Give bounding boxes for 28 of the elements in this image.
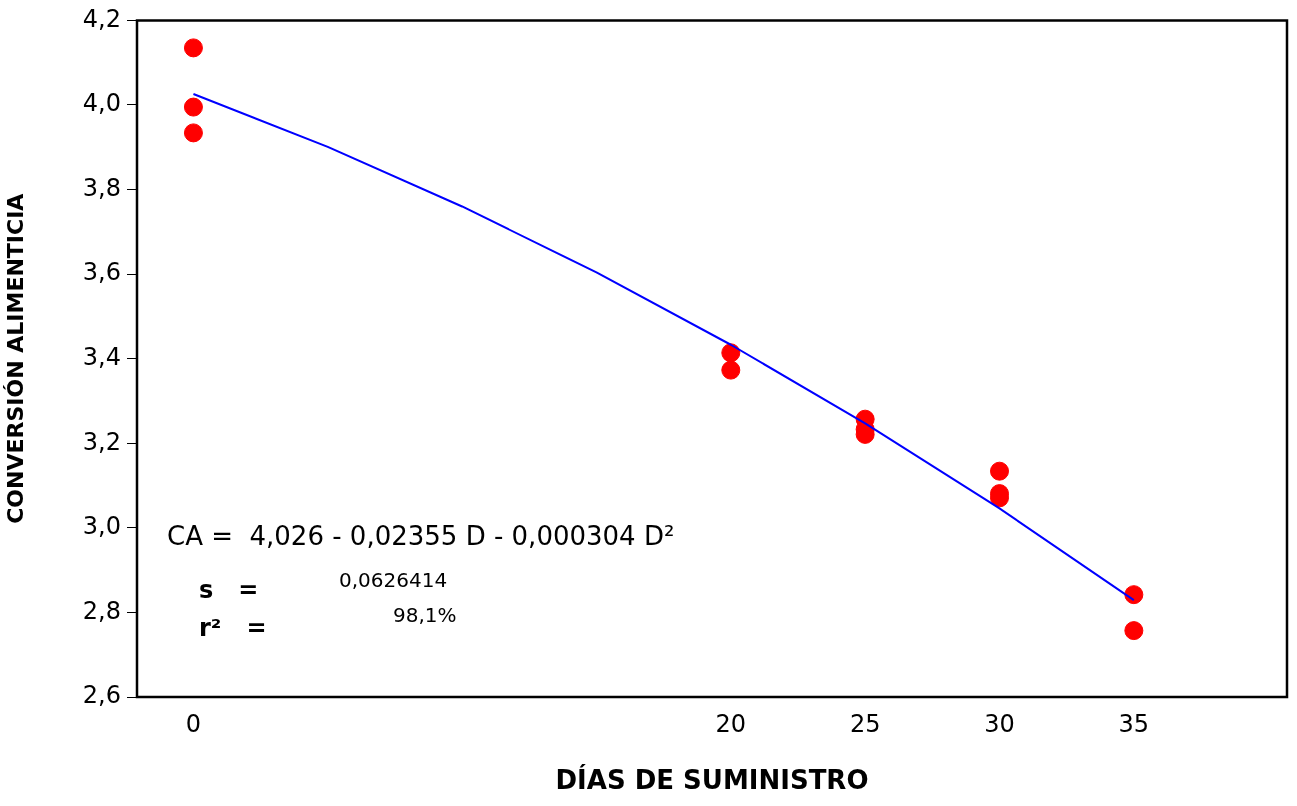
point [183,38,203,58]
point [183,97,203,117]
x-tick-label: 25 [849,709,881,738]
x-axis-title: DÍAS DE SUMINISTRO [555,764,869,796]
y-axis-title: CONVERSIÓN ALIMENTICIA [2,193,28,524]
point [721,360,741,380]
y-tick-label: 3,4 [82,342,121,371]
point [1124,585,1144,605]
annotation: 0,0626414 [339,568,448,592]
point [1124,621,1144,641]
annotation: s = [199,576,259,604]
y-tick-label: 3,8 [82,173,121,202]
point [990,461,1009,481]
y-tick-label: 3,2 [82,427,121,456]
x-tick-label: 20 [715,709,747,738]
annotation: 98,1% [393,603,457,627]
y-tick-label: 2,6 [82,681,121,710]
y-tick-label: 3,0 [82,512,121,541]
y-tick-label: 4,2 [82,4,121,33]
x-tick-label: 35 [1118,709,1150,738]
y-tick-label: 2,8 [82,596,121,625]
y-tick-label: 3,6 [82,258,121,287]
y-tick-label: 4,0 [82,89,121,118]
point [183,123,203,143]
annotation: r² = [199,614,267,642]
annotation: CA = 4,026 - 0,02355 D - 0,000304 D² [167,521,675,551]
x-tick-label: 0 [185,709,202,738]
x-tick-label: 30 [984,709,1015,738]
